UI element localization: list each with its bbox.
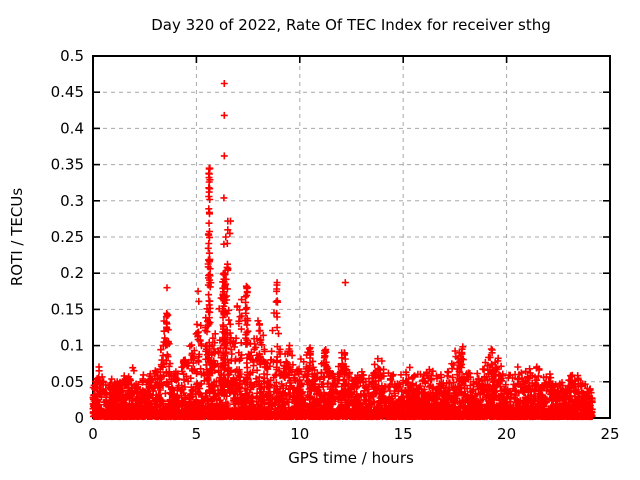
y-tick-label: 0.5 bbox=[60, 47, 84, 65]
y-tick-label: 0.25 bbox=[51, 228, 84, 246]
y-axis-label: ROTI / TECUs bbox=[8, 188, 26, 286]
y-tick-label: 0.15 bbox=[51, 300, 84, 318]
x-tick-label: 5 bbox=[192, 425, 202, 443]
y-tick-labels: 0 0.05 0.1 0.15 0.2 0.25 0.3 0.35 0.4 0.45 0.5 bbox=[51, 47, 84, 427]
y-tick-label: 0.35 bbox=[51, 156, 84, 174]
y-tick-label: 0.05 bbox=[51, 373, 84, 391]
y-tick-label: 0.2 bbox=[60, 264, 84, 282]
x-tick-label: 20 bbox=[497, 425, 516, 443]
x-tick-label: 0 bbox=[88, 425, 98, 443]
y-tick-label: 0.45 bbox=[51, 83, 84, 101]
y-tick-label: 0.1 bbox=[60, 337, 84, 355]
x-tick-label: 15 bbox=[394, 425, 413, 443]
chart-title: Day 320 of 2022, Rate Of TEC Index for r… bbox=[151, 16, 551, 34]
x-tick-label: 10 bbox=[290, 425, 309, 443]
y-tick-label: 0.4 bbox=[60, 119, 84, 137]
y-tick-label: 0.3 bbox=[60, 192, 84, 210]
y-tick-label: 0 bbox=[74, 409, 84, 427]
x-tick-label: 25 bbox=[600, 425, 619, 443]
x-axis-label: GPS time / hours bbox=[288, 449, 414, 467]
x-tick-labels: 0 5 10 15 20 25 bbox=[88, 425, 619, 443]
scatter-points bbox=[89, 80, 596, 421]
